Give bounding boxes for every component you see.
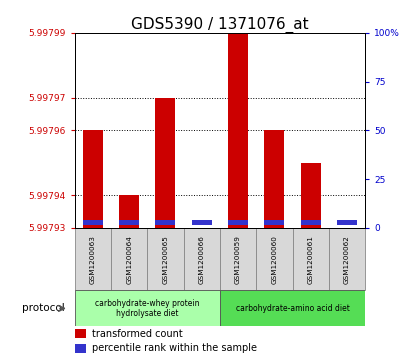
Text: GSM1200060: GSM1200060 [271,235,277,284]
Text: carbohydrate-amino acid diet: carbohydrate-amino acid diet [236,304,349,313]
Text: GSM1200064: GSM1200064 [126,235,132,284]
Bar [220,228,256,290]
Text: GSM1200061: GSM1200061 [308,235,314,284]
Bar [293,228,329,290]
Text: GSM1200066: GSM1200066 [199,235,205,284]
Bar [156,220,176,225]
Text: GSM1200059: GSM1200059 [235,235,241,284]
Bar [75,344,86,353]
Bar [83,130,103,228]
Text: protocol: protocol [22,303,65,313]
Bar [183,228,220,290]
Bar [301,220,321,225]
Title: GDS5390 / 1371076_at: GDS5390 / 1371076_at [131,16,309,33]
Text: GSM1200062: GSM1200062 [344,235,350,284]
Bar [228,220,248,225]
Bar [83,220,103,225]
Bar [119,220,139,225]
Bar [337,220,357,225]
Text: percentile rank within the sample: percentile rank within the sample [92,343,257,354]
Text: transformed count: transformed count [92,329,183,339]
Text: GSM1200063: GSM1200063 [90,235,96,284]
Bar [156,98,176,228]
Bar [147,228,183,290]
Bar [119,195,139,228]
Bar [228,33,248,228]
Bar [264,220,284,225]
Bar [220,290,365,326]
Bar [264,130,284,228]
Bar [111,228,147,290]
Text: GSM1200065: GSM1200065 [163,235,168,284]
Bar [301,163,321,228]
Bar [75,228,111,290]
Bar [75,329,86,338]
Bar [329,228,365,290]
Text: carbohydrate-whey protein
hydrolysate diet: carbohydrate-whey protein hydrolysate di… [95,299,200,318]
Bar [192,220,212,225]
Bar [256,228,293,290]
Bar [75,290,220,326]
